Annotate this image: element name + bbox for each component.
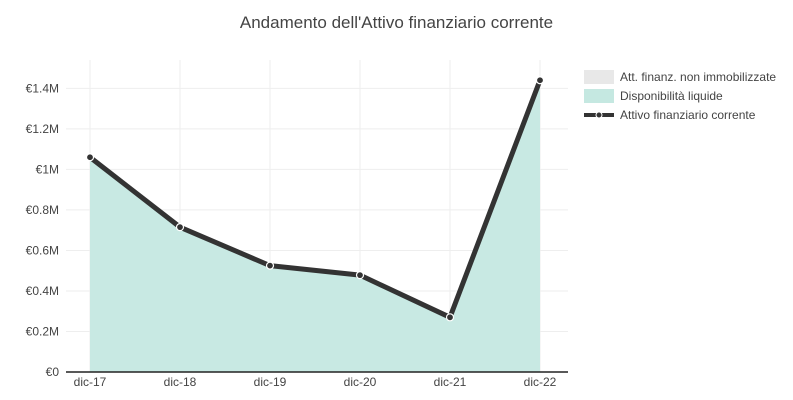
x-tick-label: dic-17 [74, 375, 107, 389]
legend-swatch-grey [584, 69, 614, 84]
y-tick-label: €1M [36, 162, 59, 176]
legend-item-disponibilita[interactable]: Disponibilità liquide [584, 86, 776, 105]
data-point [265, 261, 275, 270]
legend-item-non-immobilizzate[interactable]: Att. finanz. non immobilizzate [584, 67, 776, 86]
y-tick-label: €1.4M [26, 81, 59, 95]
y-tick-label: €0 [46, 365, 60, 379]
legend-item-attivo[interactable]: Attivo finanziario corrente [584, 105, 776, 124]
legend-label: Att. finanz. non immobilizzate [620, 69, 777, 84]
y-tick-label: €1.2M [26, 122, 59, 136]
y-tick-label: €0.2M [26, 324, 59, 338]
legend-label: Attivo finanziario corrente [620, 107, 756, 122]
x-tick-label: dic-19 [254, 375, 287, 389]
y-tick-label: €0.4M [26, 284, 59, 298]
data-point [445, 313, 455, 322]
y-tick-label: €0.6M [26, 243, 59, 257]
legend-swatch-teal [584, 88, 614, 103]
area-disponibilita-liquide [90, 80, 540, 373]
data-point [175, 223, 185, 232]
x-tick-label: dic-22 [524, 375, 557, 389]
legend-label: Disponibilità liquide [620, 88, 723, 103]
legend-swatch-line [584, 108, 614, 122]
line-attivo-finanziario-corrente [88, 79, 543, 320]
x-tick-label: dic-18 [164, 375, 197, 389]
legend: Att. finanz. non immobilizzate Disponibi… [584, 67, 776, 124]
data-point [535, 76, 545, 85]
data-point [355, 271, 365, 280]
chart-title: Andamento dell'Attivo finanziario corren… [239, 13, 554, 32]
x-tick-label: dic-21 [434, 375, 467, 389]
data-point [85, 153, 95, 162]
y-tick-label: €0.8M [26, 203, 59, 217]
x-tick-label: dic-20 [344, 375, 377, 389]
